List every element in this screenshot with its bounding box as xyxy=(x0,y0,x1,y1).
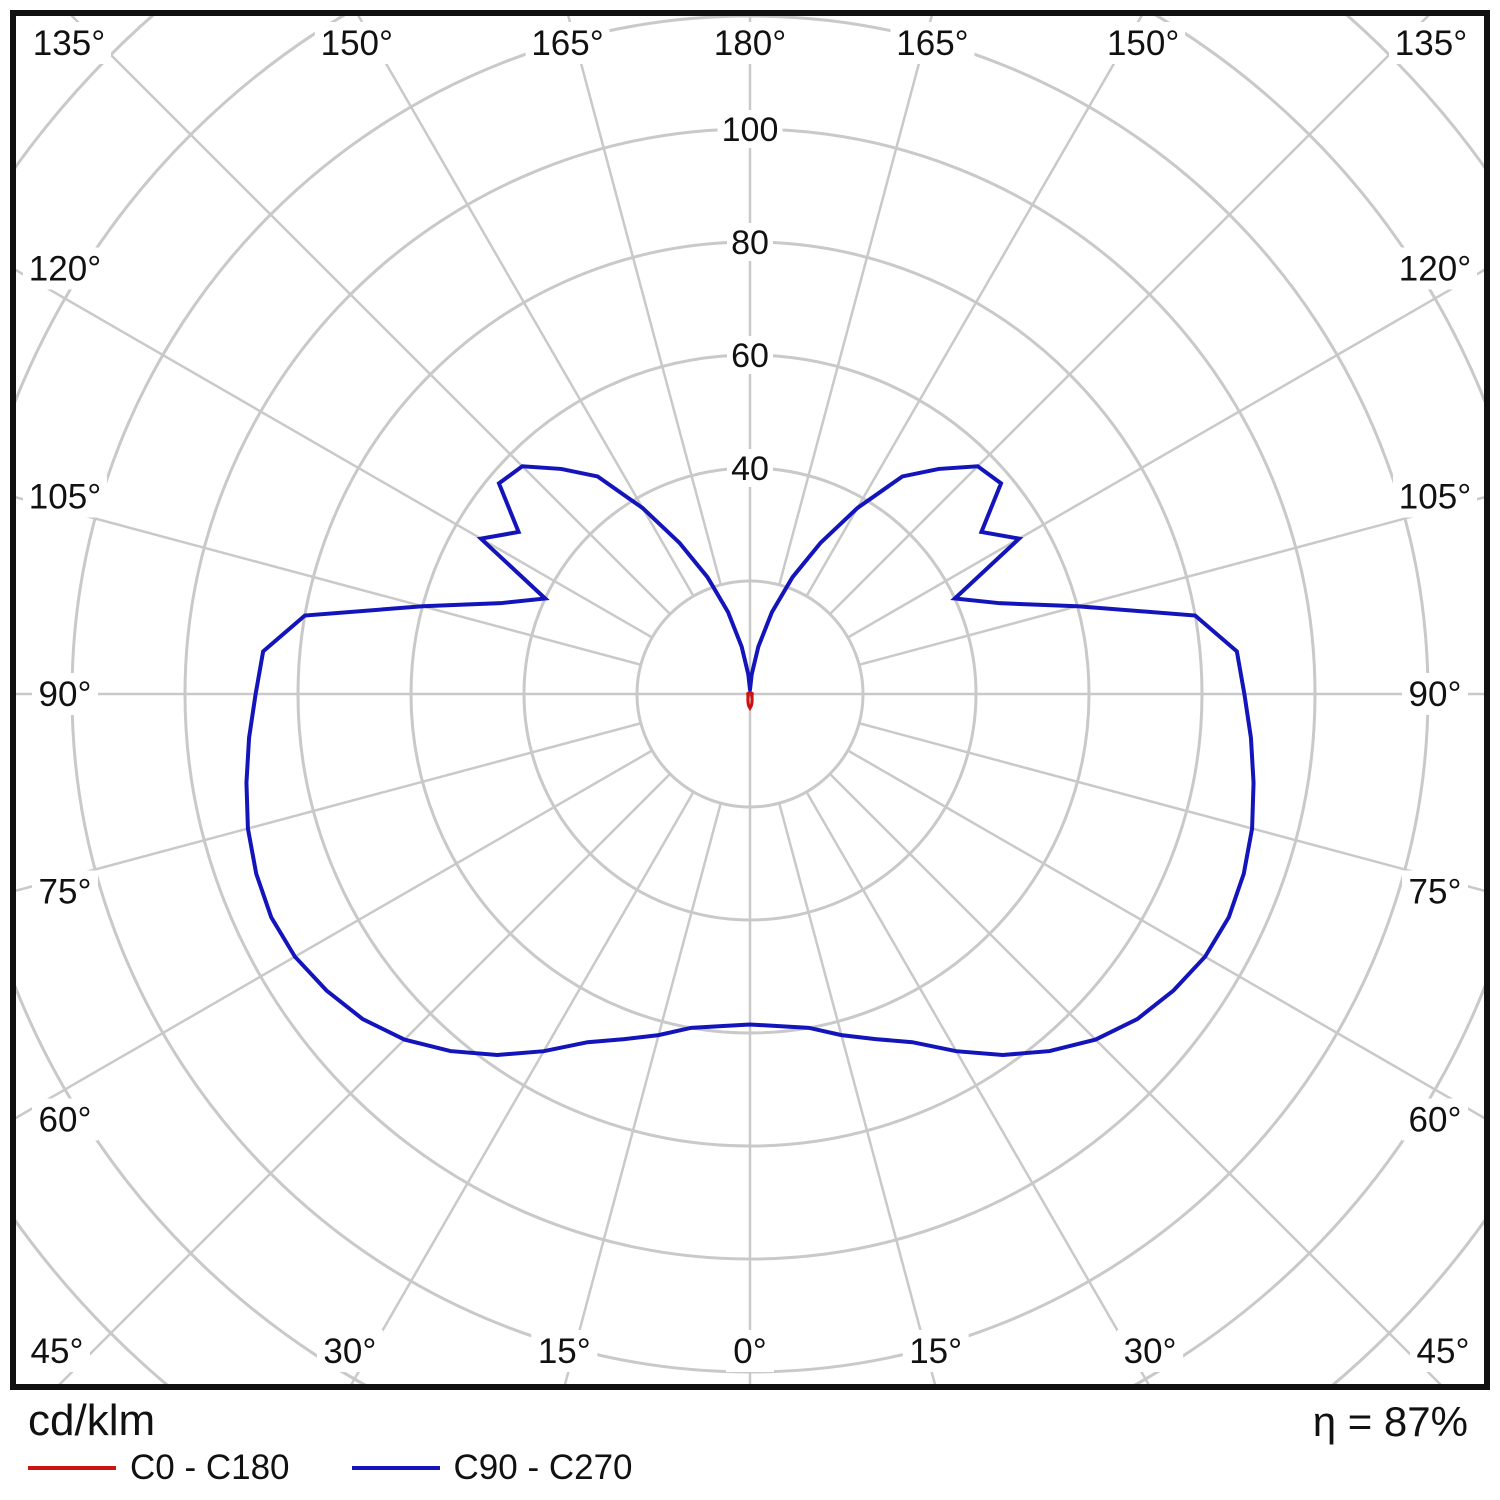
radial-tick-label: 80 xyxy=(731,224,769,262)
angle-label: 165° xyxy=(531,24,603,63)
angle-label: 120° xyxy=(1399,249,1471,288)
angle-label: 45° xyxy=(1417,1332,1470,1371)
angle-label-bg xyxy=(27,22,111,64)
legend: C0 - C180 C90 - C270 xyxy=(28,1448,633,1488)
angle-label-bg xyxy=(32,673,98,715)
angle-label-bg xyxy=(1117,1330,1184,1372)
angle-label: 75° xyxy=(1409,872,1462,911)
angle-labels: 0° 15° 15° 30° 30° 45° 45° 60° 60° 75° 75° 90° 90° 10… xyxy=(23,22,1477,1372)
radial-tick-label: 40 xyxy=(731,450,769,488)
tick-label-bg xyxy=(727,223,773,261)
angle-label: 15° xyxy=(538,1332,591,1371)
radial-tick-label: 60 xyxy=(731,337,769,375)
angle-label-bg xyxy=(1389,22,1473,64)
angle-label: 60° xyxy=(1409,1101,1462,1140)
grid-spoke xyxy=(348,791,695,1387)
angle-label-bg xyxy=(902,1330,969,1372)
grid-spoke xyxy=(847,267,1487,639)
angle-label-bg xyxy=(726,1330,774,1372)
angle-label: 15° xyxy=(909,1332,962,1371)
angle-label-bg xyxy=(1402,1098,1468,1141)
angle-label: 150° xyxy=(1107,24,1179,63)
angle-label-bg xyxy=(32,870,98,913)
grid-spoke xyxy=(13,495,642,666)
grid-spoke xyxy=(13,267,653,639)
legend-swatch-c0-c180 xyxy=(28,1466,116,1470)
grid-spoke xyxy=(563,802,722,1387)
angle-label-bg xyxy=(1410,1330,1476,1372)
grid-spoke xyxy=(778,13,934,586)
angle-label: 105° xyxy=(29,478,101,517)
angle-label: 90° xyxy=(39,675,92,714)
grid-spoke xyxy=(566,13,722,586)
angle-label-bg xyxy=(1393,475,1477,518)
tick-label-bg xyxy=(717,110,783,148)
grid-spoke xyxy=(829,773,1445,1387)
angle-label: 120° xyxy=(29,249,101,288)
grid-spoke xyxy=(805,791,1152,1387)
angle-label-bg xyxy=(525,22,610,64)
legend-swatch-c90-c270 xyxy=(351,1466,440,1470)
angle-label-bg xyxy=(314,22,399,64)
grid-spoke xyxy=(858,495,1487,666)
legend-item-c90-c270: C90 - C270 xyxy=(351,1448,633,1488)
angle-label-bg xyxy=(1101,22,1186,64)
angle-label: 75° xyxy=(39,872,92,911)
unit-label: cd/klm xyxy=(28,1396,156,1445)
radial-tick-labels: 40 60 80 100 xyxy=(717,110,783,488)
angle-label-bg xyxy=(32,1098,98,1141)
legend-label-c0-c180: C0 - C180 xyxy=(130,1448,290,1487)
angle-label: 150° xyxy=(321,24,393,63)
efficiency-label: η = 87% xyxy=(1312,1398,1468,1445)
angle-label: 45° xyxy=(31,1332,84,1371)
angle-label-bg xyxy=(890,22,975,64)
angle-label: 0° xyxy=(733,1332,766,1371)
angle-label-bg xyxy=(24,1330,90,1372)
curve-c0-c180 xyxy=(746,690,754,711)
grid-spoke xyxy=(829,13,1433,615)
angle-label-bg xyxy=(23,247,107,290)
angle-label-bg xyxy=(316,1330,383,1372)
tick-label-bg xyxy=(727,449,773,487)
legend-item-c0-c180: C0 - C180 xyxy=(28,1448,290,1488)
angle-label-bg xyxy=(708,22,792,64)
grid-spoke xyxy=(778,802,937,1387)
intensity-curves xyxy=(244,464,1256,1058)
tick-label-bg xyxy=(727,336,773,374)
grid-spoke xyxy=(858,722,1487,893)
angle-label-bg xyxy=(23,475,107,518)
plot-border xyxy=(10,10,1490,1390)
angle-label: 105° xyxy=(1399,478,1471,517)
grid-spoke xyxy=(13,749,653,1121)
angle-label: 30° xyxy=(1124,1332,1177,1371)
grid-spoke xyxy=(55,773,671,1387)
angle-label: 165° xyxy=(896,24,968,63)
radial-tick-label: 100 xyxy=(722,111,779,149)
angle-label: 60° xyxy=(39,1101,92,1140)
angle-label-bg xyxy=(531,1330,598,1372)
angle-label-bg xyxy=(1393,247,1477,290)
legend-label-c90-c270: C90 - C270 xyxy=(453,1448,633,1487)
angle-label-bg xyxy=(1402,870,1468,913)
angle-label: 135° xyxy=(1395,24,1467,63)
angle-label-bg xyxy=(1402,673,1468,715)
angle-label: 30° xyxy=(323,1332,376,1371)
curve-c90-c270 xyxy=(244,464,1256,1058)
grid-spoke xyxy=(847,749,1487,1121)
angle-label: 180° xyxy=(714,24,786,63)
angle-label: 90° xyxy=(1409,675,1462,714)
grid-spoke xyxy=(67,13,671,615)
grid-spoke xyxy=(13,722,642,893)
angle-label: 135° xyxy=(33,24,105,63)
